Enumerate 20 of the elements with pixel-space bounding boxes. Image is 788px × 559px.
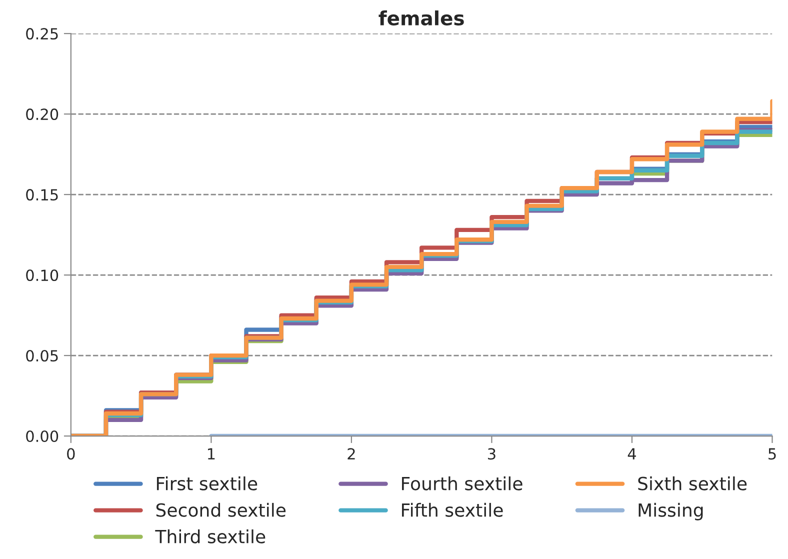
y-tick-label: 0.00 bbox=[26, 430, 58, 442]
x-tick-label: 0 bbox=[67, 448, 75, 460]
chart-title: females bbox=[378, 10, 464, 26]
x-tick-label: 2 bbox=[348, 448, 355, 460]
x-tick-label: 3 bbox=[488, 448, 496, 460]
legend-label: Second sextile bbox=[156, 502, 286, 517]
legend-label: First sextile bbox=[156, 476, 258, 490]
y-tick-label: 0.05 bbox=[26, 350, 58, 362]
legend-label: Third sextile bbox=[155, 529, 266, 544]
y-tick-label: 0.15 bbox=[26, 188, 58, 201]
x-tick-label: 1 bbox=[208, 448, 215, 460]
x-tick-label: 4 bbox=[628, 448, 636, 460]
legend-label: Fifth sextile bbox=[402, 502, 503, 517]
x-tick-label: 5 bbox=[768, 448, 776, 460]
legend-label: Sixth sextile bbox=[638, 476, 747, 490]
y-tick-label: 0.25 bbox=[26, 28, 58, 40]
y-tick-label: 0.10 bbox=[26, 269, 58, 282]
legend-label: Missing bbox=[638, 502, 703, 520]
legend-label: Fourth sextile bbox=[402, 476, 522, 490]
y-tick-label: 0.20 bbox=[26, 108, 58, 120]
